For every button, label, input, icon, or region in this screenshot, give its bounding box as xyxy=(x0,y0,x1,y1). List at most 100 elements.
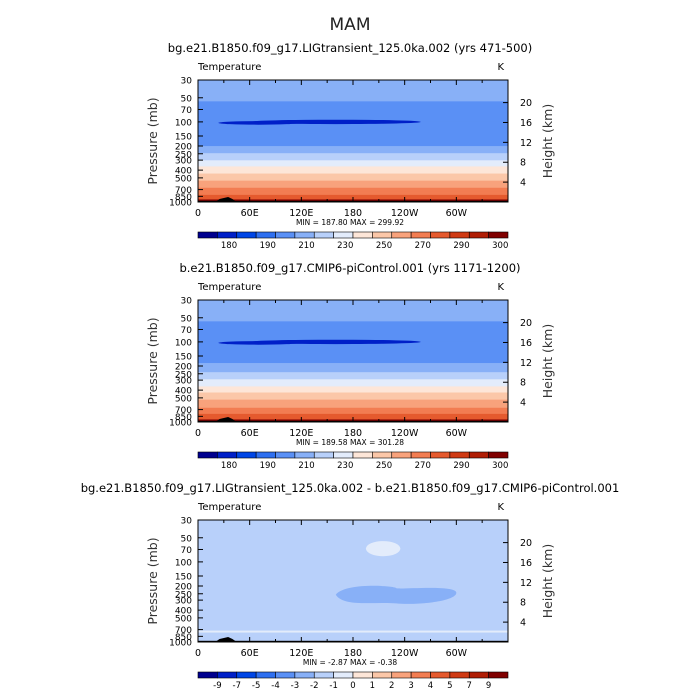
colorbar-label: -4 xyxy=(271,681,279,691)
plot-area xyxy=(198,80,508,202)
contour-band xyxy=(198,114,508,117)
contour-band xyxy=(198,306,508,308)
contour-band xyxy=(198,308,508,310)
plot-area xyxy=(198,520,508,642)
contour-band xyxy=(198,123,508,126)
contour-band xyxy=(198,134,508,137)
contour-band xyxy=(198,376,508,378)
contour-band xyxy=(198,165,508,168)
contour-band xyxy=(198,88,508,90)
contour-band xyxy=(198,326,508,329)
contour-band xyxy=(198,184,508,187)
contour-band xyxy=(198,110,508,113)
contour-band xyxy=(198,363,508,365)
colorbar-swatch xyxy=(410,671,431,679)
contour-band xyxy=(198,413,508,416)
colorbar-swatch xyxy=(372,231,393,239)
topography xyxy=(215,637,237,642)
colorbar-label: 210 xyxy=(298,461,314,471)
contour-band xyxy=(198,350,508,353)
contour-band xyxy=(198,344,508,347)
colorbar-label: 2 xyxy=(389,681,394,691)
contour-band xyxy=(198,194,508,197)
contour-band xyxy=(198,365,508,367)
contour-band xyxy=(198,89,508,91)
panel-3: bg.e21.B1850.f09_g17.LIGtransient_125.0k… xyxy=(81,481,620,691)
contour-band xyxy=(198,158,508,160)
colorbar-label: -5 xyxy=(252,681,260,691)
contour-band xyxy=(198,168,508,171)
contour-band xyxy=(198,316,508,318)
colorbar-label: 4 xyxy=(428,681,433,691)
contour-band xyxy=(198,177,508,180)
colorbar-label: 250 xyxy=(376,241,392,251)
contour-band xyxy=(198,317,508,319)
contour-band xyxy=(198,405,508,408)
colorbar-swatch xyxy=(255,231,276,239)
colorbar-label: 180 xyxy=(221,461,237,471)
panel-2: b.e21.B1850.f09_g17.CMIP6-piControl.001 … xyxy=(145,261,555,471)
colorbar-label: 0 xyxy=(350,681,355,691)
colorbar-label: 300 xyxy=(492,241,508,251)
contour-band xyxy=(198,175,508,178)
colorbar-label: -2 xyxy=(310,681,318,691)
colorbar-label: 270 xyxy=(415,241,431,251)
contour-band xyxy=(198,189,508,192)
colorbar-swatch xyxy=(468,231,489,239)
contour-band xyxy=(198,356,508,359)
colorbar-swatch xyxy=(294,671,315,679)
x-tick-label: 120W xyxy=(391,648,419,659)
contour-band xyxy=(198,145,508,147)
colorbar-label: 3 xyxy=(408,681,413,691)
y-tick-label: 30 xyxy=(181,297,193,307)
contour-band xyxy=(198,374,508,376)
contour-band xyxy=(198,107,508,110)
contour-band xyxy=(198,399,508,402)
contour-band xyxy=(198,185,508,188)
contour-band xyxy=(198,163,508,165)
y-tick-label: 50 xyxy=(181,94,193,104)
x-tick-label: 120W xyxy=(391,208,419,219)
contour-band xyxy=(198,390,508,393)
contour-band xyxy=(198,98,508,100)
colorbar-swatch xyxy=(468,451,489,459)
y-tick-label: 1000 xyxy=(169,639,192,649)
contour-band xyxy=(198,136,508,139)
warmer-region xyxy=(365,541,401,557)
y-tick-label: 250 xyxy=(175,150,192,160)
contour-band xyxy=(198,147,508,149)
contour-band xyxy=(198,520,508,642)
x-tick-label: 120E xyxy=(289,648,313,659)
colorbar-swatch xyxy=(197,671,218,679)
contour-band xyxy=(198,101,508,103)
contour-band xyxy=(198,409,508,412)
colorbar-swatch xyxy=(391,231,412,239)
contour-band xyxy=(198,330,508,333)
contour-band xyxy=(198,318,508,320)
contour-band xyxy=(198,155,508,157)
colorbar-swatch xyxy=(217,231,238,239)
contour-band xyxy=(198,396,508,399)
plot-area xyxy=(198,300,508,422)
y-tick-label: 150 xyxy=(175,132,192,142)
contour-band xyxy=(198,156,508,158)
y-tick-label: 150 xyxy=(175,352,192,362)
contour-band xyxy=(198,358,508,361)
colorbar-label: 1 xyxy=(370,681,375,691)
contour-band xyxy=(198,195,508,198)
contour-band xyxy=(198,367,508,369)
contour-band xyxy=(198,323,508,325)
contour-band xyxy=(198,116,508,119)
colorbar-swatch xyxy=(430,671,451,679)
contour-band xyxy=(198,393,508,396)
contour-band xyxy=(198,329,508,332)
colorbar-label: 300 xyxy=(492,461,508,471)
contour-band xyxy=(198,157,508,159)
contour-band xyxy=(198,404,508,407)
colorbar-label: -9 xyxy=(213,681,221,691)
x-tick-label: 60E xyxy=(241,208,259,219)
contour-band xyxy=(198,349,508,352)
y-tick-label: 250 xyxy=(175,590,192,600)
contour-band xyxy=(198,99,508,101)
colorbar-swatch xyxy=(197,451,218,459)
